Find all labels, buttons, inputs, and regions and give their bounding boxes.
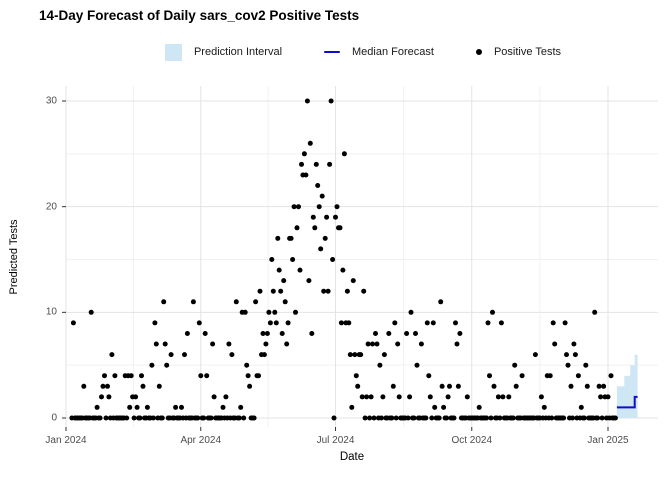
x-tick-label: Oct 2024 (451, 435, 493, 446)
legend-label-median-forecast: Median Forecast (352, 46, 434, 58)
y-tick-label: 30 (45, 95, 57, 107)
x-axis-title: Date (339, 451, 365, 463)
legend-label-positive-tests: Positive Tests (493, 46, 562, 58)
chart-title: 14-Day Forecast of Daily sars_cov2 Posit… (39, 8, 360, 23)
positive-tests-dot-icon (475, 49, 482, 55)
y-tick-label: 10 (45, 306, 57, 318)
x-tick-label: Apr 2024 (180, 435, 222, 446)
y-tick-label: 0 (51, 412, 57, 424)
x-tick-label: Jan 2025 (587, 435, 629, 446)
y-tick-label: 20 (45, 201, 57, 213)
x-tick-label: Jan 2024 (45, 435, 87, 446)
legend-label-prediction-interval: Prediction Interval (193, 46, 283, 58)
x-tick-label: Jul 2024 (316, 435, 355, 446)
legend-item-prediction-interval: Prediction Interval (164, 43, 283, 61)
legend-item-median-forecast: Median Forecast (324, 46, 434, 58)
legend-item-positive-tests: Positive Tests (475, 46, 562, 58)
median-forecast-line-icon (324, 50, 341, 54)
prediction-interval-swatch-icon (164, 43, 182, 61)
chart-legend: Prediction Interval Median Forecast Posi… (66, 40, 660, 64)
